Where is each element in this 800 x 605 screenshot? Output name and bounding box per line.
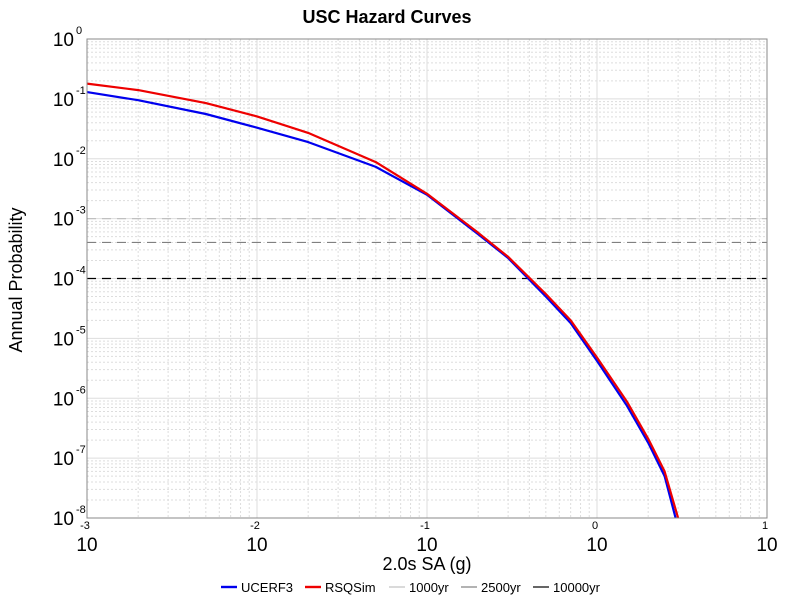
y-tick-label: 10 -7 <box>53 444 86 470</box>
chart-title: USC Hazard Curves <box>302 7 471 27</box>
x-tick-base: 10 <box>416 535 437 556</box>
y-tick-exponent: -5 <box>76 324 86 336</box>
y-tick-base: 10 <box>53 389 74 410</box>
grid <box>86 39 767 519</box>
legend-item-2500yr: 2500yr <box>461 580 521 595</box>
legend-label: 10000yr <box>553 580 601 595</box>
x-tick-exponent: 0 <box>592 520 598 532</box>
plot-frame <box>86 38 768 519</box>
x-tick-exponent: -2 <box>250 520 260 532</box>
y-tick-base: 10 <box>53 270 74 291</box>
legend-label: 2500yr <box>481 580 521 595</box>
y-tick-label: 10 -3 <box>53 205 86 231</box>
y-tick-exponent: -4 <box>76 265 86 277</box>
legend-item-RSQSim: RSQSim <box>305 580 376 595</box>
y-tick-exponent: -8 <box>76 504 86 516</box>
y-tick-label: 10 0 <box>53 25 82 51</box>
legend-label: UCERF3 <box>241 580 293 595</box>
y-tick-base: 10 <box>53 30 74 51</box>
y-axis-label: Annual Probability <box>6 207 26 352</box>
y-tick-exponent: -6 <box>76 384 86 396</box>
y-tick-exponent: -1 <box>76 85 86 97</box>
y-tick-exponent: -7 <box>76 444 86 456</box>
reference-lines <box>87 218 767 280</box>
legend: UCERF3 RSQSim 1000yr 2500yr 10000yr <box>221 580 601 595</box>
x-tick-exponent: 1 <box>762 520 768 532</box>
y-tick-label: 10 -2 <box>53 145 86 171</box>
x-tick-label: 10-2 <box>246 520 267 556</box>
y-tick-base: 10 <box>53 210 74 231</box>
y-tick-exponent: -3 <box>76 205 86 217</box>
series-line-RSQSim <box>86 82 680 519</box>
x-tick-base: 10 <box>756 535 777 556</box>
x-tick-label: 10-3 <box>76 520 97 556</box>
legend-label: RSQSim <box>325 580 376 595</box>
series-line-UCERF3 <box>86 91 677 519</box>
y-tick-label: 10 -8 <box>53 504 86 530</box>
y-tick-base: 10 <box>53 509 74 530</box>
y-tick-label: 10 -1 <box>53 85 86 111</box>
y-tick-base: 10 <box>53 90 74 111</box>
x-tick-exponent: -3 <box>80 520 90 532</box>
x-tick-label: 101 <box>756 520 777 556</box>
y-tick-exponent: -2 <box>76 145 86 157</box>
series-lines <box>86 82 680 519</box>
x-tick-label: 10-1 <box>416 520 437 556</box>
y-tick-exponent: 0 <box>76 25 82 37</box>
legend-item-1000yr: 1000yr <box>389 580 449 595</box>
y-tick-label: 10 -5 <box>53 324 86 350</box>
x-axis-label: 2.0s SA (g) <box>382 554 471 574</box>
y-tick-base: 10 <box>53 449 74 470</box>
y-tick-base: 10 <box>53 329 74 350</box>
legend-item-UCERF3: UCERF3 <box>221 580 293 595</box>
y-tick-label: 10 -6 <box>53 384 86 410</box>
x-tick-base: 10 <box>586 535 607 556</box>
y-tick-label: 10 -4 <box>53 265 86 291</box>
x-tick-base: 10 <box>76 535 97 556</box>
legend-label: 1000yr <box>409 580 449 595</box>
y-tick-base: 10 <box>53 150 74 171</box>
legend-item-10000yr: 10000yr <box>533 580 601 595</box>
x-tick-exponent: -1 <box>420 520 430 532</box>
x-tick-label: 100 <box>586 520 607 556</box>
x-tick-base: 10 <box>246 535 267 556</box>
